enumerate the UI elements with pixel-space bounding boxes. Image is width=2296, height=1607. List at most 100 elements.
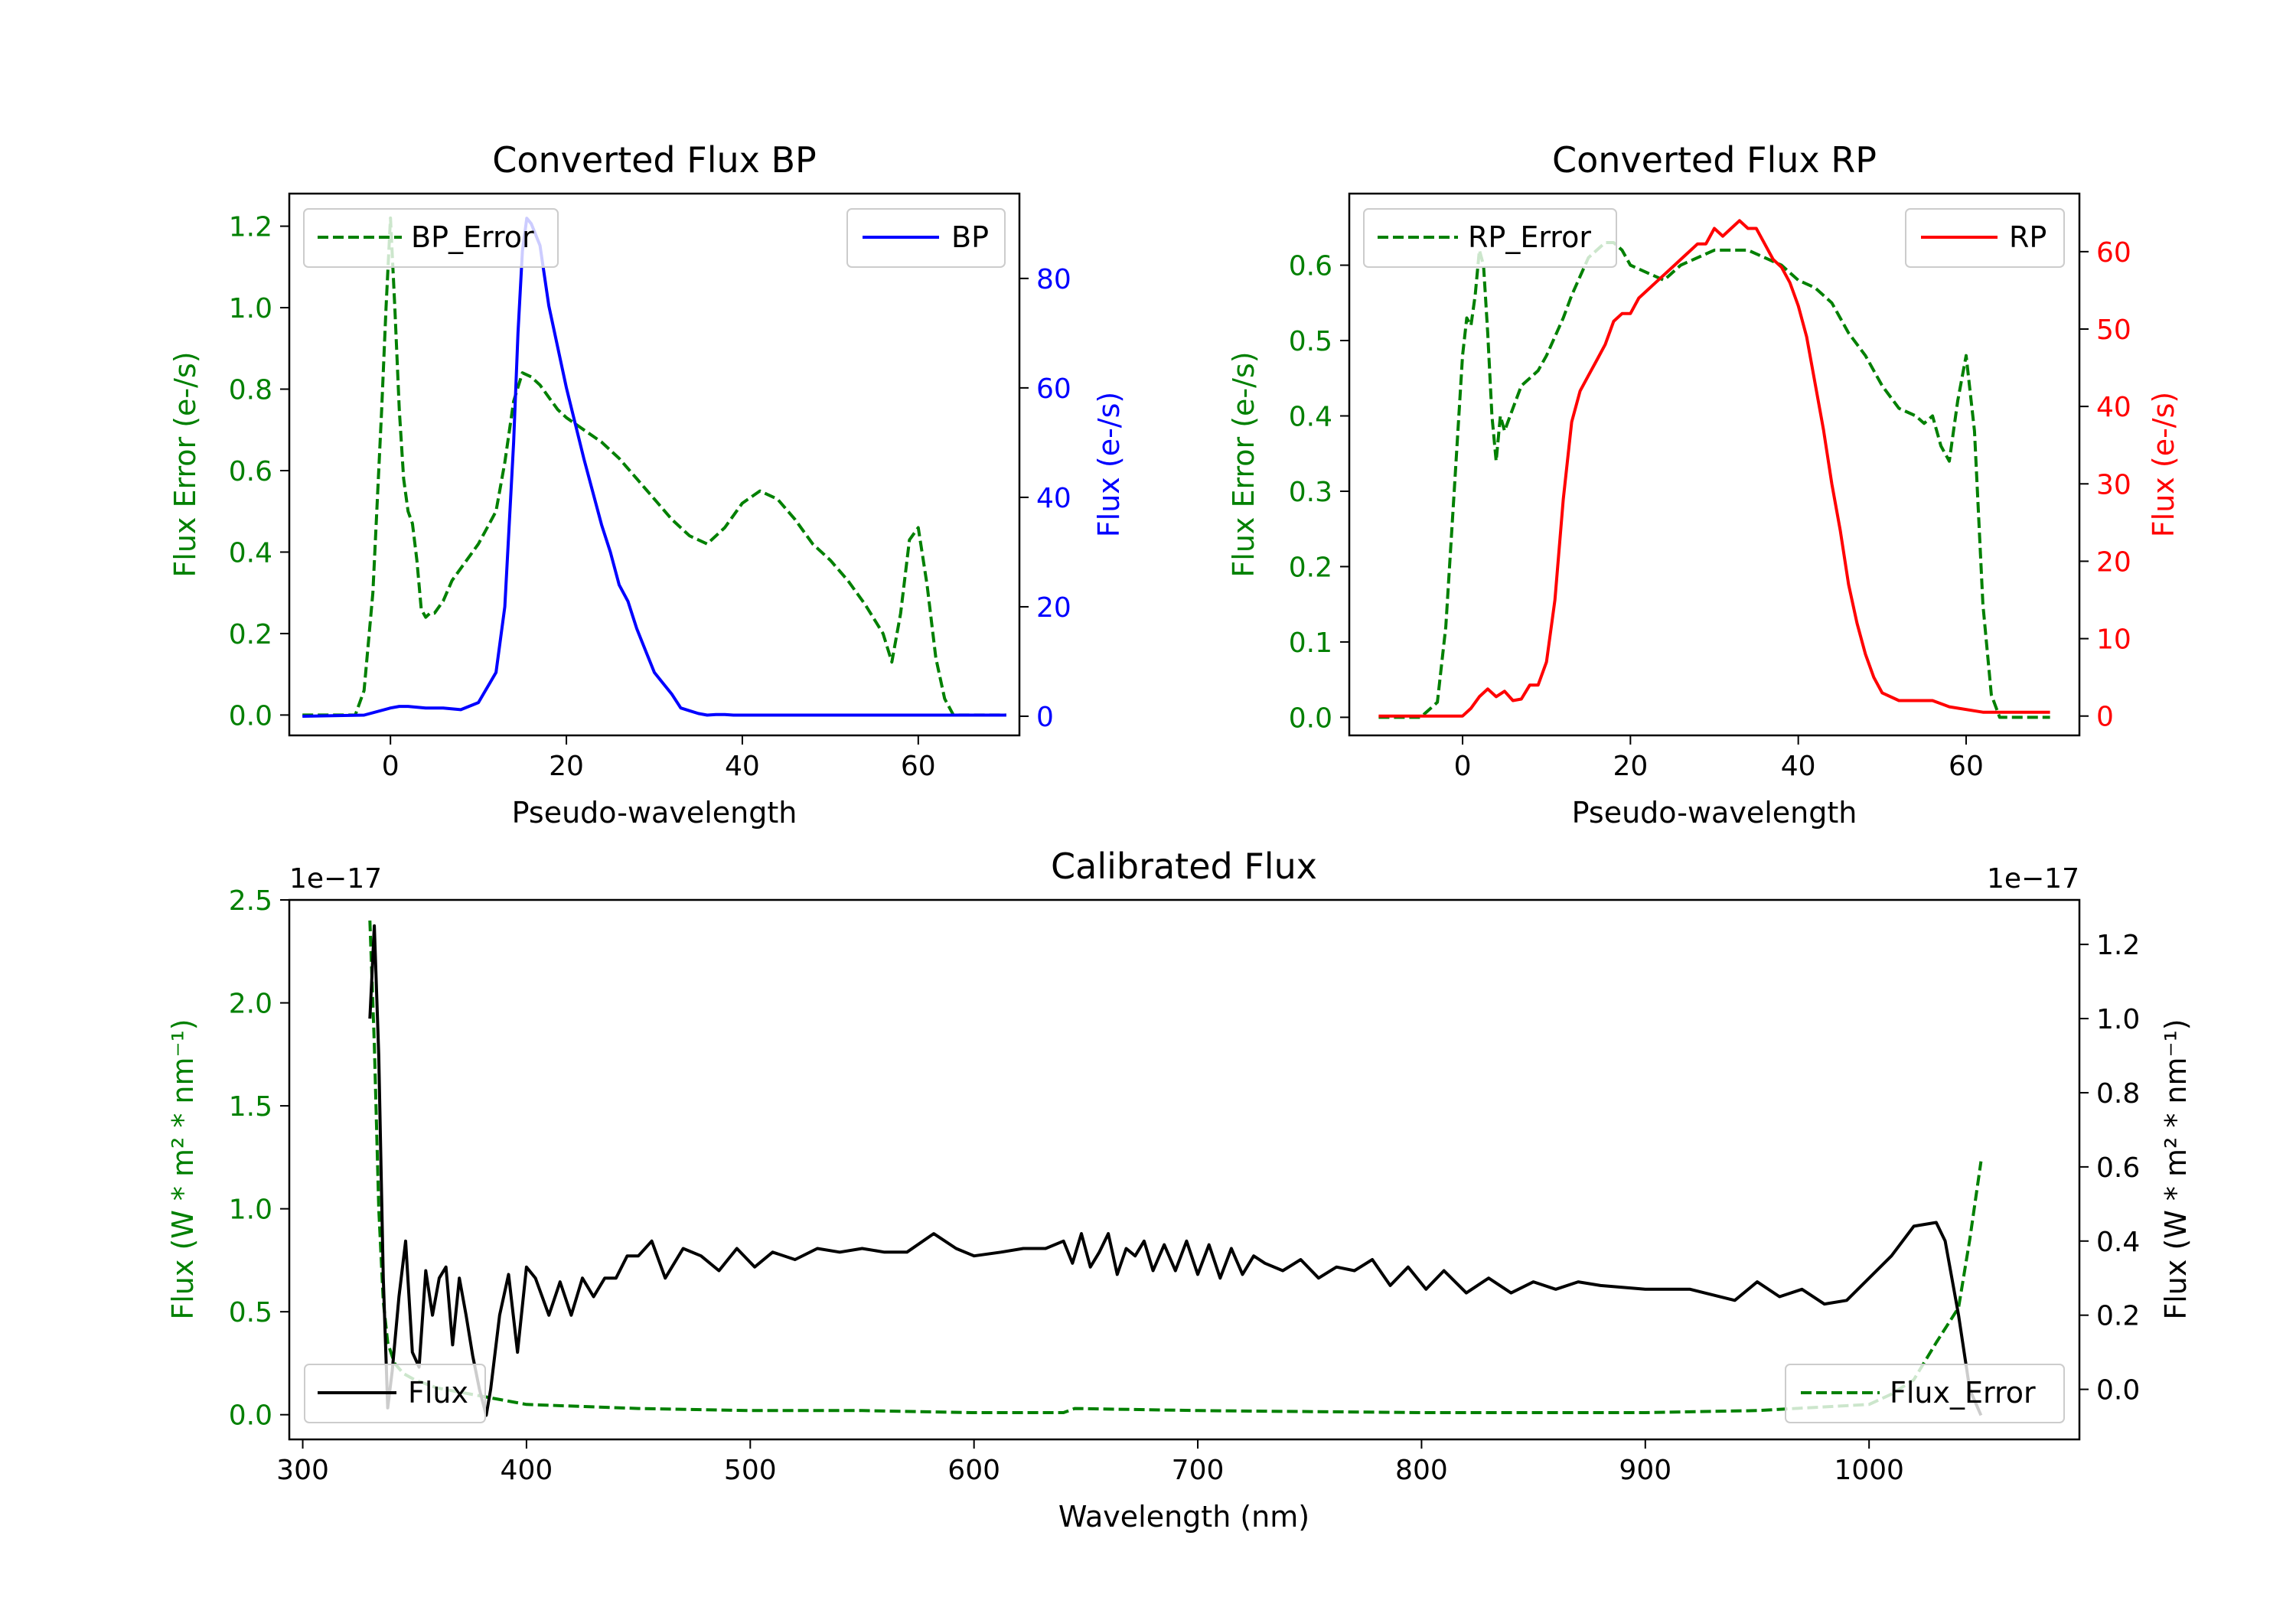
cal-x-tick-label: 700 xyxy=(1172,1455,1225,1486)
bp-legend-error-label: BP_Error xyxy=(411,220,534,254)
cal-right-tick-label: 1.0 xyxy=(2096,1004,2140,1035)
rp-series-rp-line xyxy=(1378,219,2050,718)
bp-left-tick-label: 0.8 xyxy=(229,375,272,406)
cal-x-tick-label: 600 xyxy=(947,1455,1000,1486)
rp-legend-error: RP_Error xyxy=(1363,208,1617,268)
cal-legend-error-label: Flux_Error xyxy=(1890,1376,2036,1410)
bp-right-tick-label: 80 xyxy=(1036,264,1071,295)
bp-left-tick-label: 0.4 xyxy=(229,537,272,569)
bp-x-tick-label: 40 xyxy=(725,751,760,782)
bp-left-tick-label: 1.2 xyxy=(229,212,272,243)
cal-left-tick-label: 1.0 xyxy=(229,1195,272,1226)
bp-axes-frame xyxy=(288,192,1021,737)
bp-plot-area xyxy=(302,216,1006,718)
rp-left-tick-label: 0.5 xyxy=(1289,326,1332,357)
rp-title: Converted Flux RP xyxy=(1552,139,1877,181)
bp-series-bp-error-line xyxy=(302,216,1006,717)
rp-legend-error-label: RP_Error xyxy=(1468,220,1591,254)
cal-axes-frame xyxy=(288,898,2081,1441)
cal-left-tick-label: 1.5 xyxy=(229,1091,272,1123)
cal-right-tick-label: 1.2 xyxy=(2096,930,2140,961)
rp-left-tick-label: 0.4 xyxy=(1289,401,1332,432)
bp-right-tick-label: 40 xyxy=(1036,483,1071,514)
bp-right-y-label: Flux (e-/s) xyxy=(1092,392,1126,537)
cal-title: Calibrated Flux xyxy=(1051,846,1317,887)
bp-series-bp-line xyxy=(302,217,1006,718)
cal-left-tick-label: 2.5 xyxy=(229,885,272,917)
cal-right-tick-label: 0.8 xyxy=(2096,1078,2140,1110)
cal-x-tick-label: 300 xyxy=(276,1455,329,1486)
rp-x-tick-label: 40 xyxy=(1781,751,1816,782)
bp-title: Converted Flux BP xyxy=(492,139,817,181)
rp-right-axis: 0 10 20 30 40 50 60 xyxy=(2079,237,2131,733)
rp-right-tick-label: 50 xyxy=(2096,315,2131,346)
bp-left-tick-label: 0.0 xyxy=(229,700,272,732)
bp-right-tick-label: 60 xyxy=(1036,373,1071,405)
cal-x-label: Wavelength (nm) xyxy=(1058,1500,1309,1534)
rp-left-tick-label: 0.1 xyxy=(1289,627,1332,659)
rp-left-axis: 0.0 0.1 0.2 0.3 0.4 0.5 0.6 xyxy=(1289,251,1349,734)
bp-left-tick-label: 0.6 xyxy=(229,456,272,487)
cal-left-offset-label: 1e−17 xyxy=(289,863,382,895)
cal-right-tick-label: 0.4 xyxy=(2096,1227,2140,1258)
bp-x-tick-label: 20 xyxy=(549,751,584,782)
rp-legend-flux-label: RP xyxy=(2009,220,2047,254)
rp-x-tick-label: 0 xyxy=(1454,751,1472,782)
cal-left-tick-label: 2.0 xyxy=(229,989,272,1020)
rp-right-tick-label: 30 xyxy=(2096,469,2131,500)
rp-left-tick-label: 0.3 xyxy=(1289,477,1332,508)
bp-left-axis: 0.0 0.2 0.4 0.6 0.8 1.0 1.2 xyxy=(229,212,289,732)
rp-right-tick-label: 20 xyxy=(2096,546,2131,578)
bp-legend-error: BP_Error xyxy=(303,208,559,268)
cal-left-tick-label: 0.0 xyxy=(229,1400,272,1432)
cal-right-offset-label: 1e−17 xyxy=(1987,863,2079,895)
bp-legend-flux-label: BP xyxy=(951,220,989,254)
bp-legend-error-box xyxy=(303,208,559,268)
rp-left-tick-label: 0.6 xyxy=(1289,251,1332,282)
cal-right-axis: 0.0 0.2 0.4 0.6 0.8 1.0 1.2 xyxy=(2079,930,2140,1407)
rp-axes-frame xyxy=(1348,192,2081,737)
cal-left-y-label: Flux (W * m² * nm⁻¹) xyxy=(166,1019,200,1319)
rp-legend-error-box xyxy=(1363,208,1617,268)
cal-x-axis: 300 400 500 600 700 800 900 1000 xyxy=(276,1439,1904,1486)
rp-left-tick-label: 0.0 xyxy=(1289,702,1332,734)
bp-left-tick-label: 1.0 xyxy=(229,293,272,324)
bp-right-tick-label: 0 xyxy=(1036,702,1054,733)
rp-right-tick-label: 10 xyxy=(2096,624,2131,656)
bp-left-tick-label: 0.2 xyxy=(229,619,272,650)
cal-legend-flux: Flux xyxy=(304,1364,486,1423)
cal-right-y-label: Flux (W * m² * nm⁻¹) xyxy=(2159,1019,2193,1319)
cal-right-tick-label: 0.2 xyxy=(2096,1301,2140,1332)
rp-right-tick-label: 40 xyxy=(2096,392,2131,423)
cal-left-tick-label: 0.5 xyxy=(229,1297,272,1328)
bp-x-tick-label: 60 xyxy=(901,751,936,782)
cal-legend-error-box xyxy=(1785,1364,2065,1423)
cal-x-tick-label: 900 xyxy=(1619,1455,1671,1486)
rp-left-tick-label: 0.2 xyxy=(1289,552,1332,583)
rp-x-tick-label: 60 xyxy=(1949,751,1984,782)
subplot-rp: Converted Flux RP 0 20 40 60 0.00.10.20.30.… xyxy=(1227,139,2180,830)
cal-legend-error: Flux_Error xyxy=(1785,1364,2065,1423)
rp-left-y-label: Flux Error (e-/s) xyxy=(1227,351,1261,577)
cal-left-axis: 0.0 0.5 1.0 1.5 2.0 2.5 xyxy=(229,885,289,1432)
rp-x-axis: 0 20 40 60 xyxy=(1454,735,1984,782)
rp-right-tick-label: 0 xyxy=(2096,702,2114,733)
bp-left-y-label: Flux Error (e-/s) xyxy=(168,351,202,577)
cal-x-tick-label: 800 xyxy=(1395,1455,1448,1486)
bp-x-label: Pseudo-wavelength xyxy=(512,796,797,830)
subplot-calibrated: Calibrated Flux 1e−17 1e−17 300 400 500 600… xyxy=(166,846,2193,1534)
bp-x-tick-label: 0 xyxy=(382,751,400,782)
cal-legend-flux-label: Flux xyxy=(408,1376,468,1410)
cal-x-tick-label: 400 xyxy=(501,1455,553,1486)
cal-x-tick-label: 1000 xyxy=(1834,1455,1904,1486)
cal-right-tick-label: 0.6 xyxy=(2096,1152,2140,1184)
bp-x-axis: 0 20 40 60 xyxy=(382,735,936,782)
subplot-bp: Converted Flux BP 0 20 40 60 0.00.20.40.60.… xyxy=(168,139,1126,830)
rp-right-y-label: Flux (e-/s) xyxy=(2147,392,2180,537)
rp-x-label: Pseudo-wavelength xyxy=(1572,796,1857,830)
rp-x-tick-label: 20 xyxy=(1613,751,1648,782)
cal-x-tick-label: 500 xyxy=(724,1455,777,1486)
cal-right-tick-label: 0.0 xyxy=(2096,1375,2140,1407)
bp-legend-flux: BP xyxy=(846,208,1006,268)
